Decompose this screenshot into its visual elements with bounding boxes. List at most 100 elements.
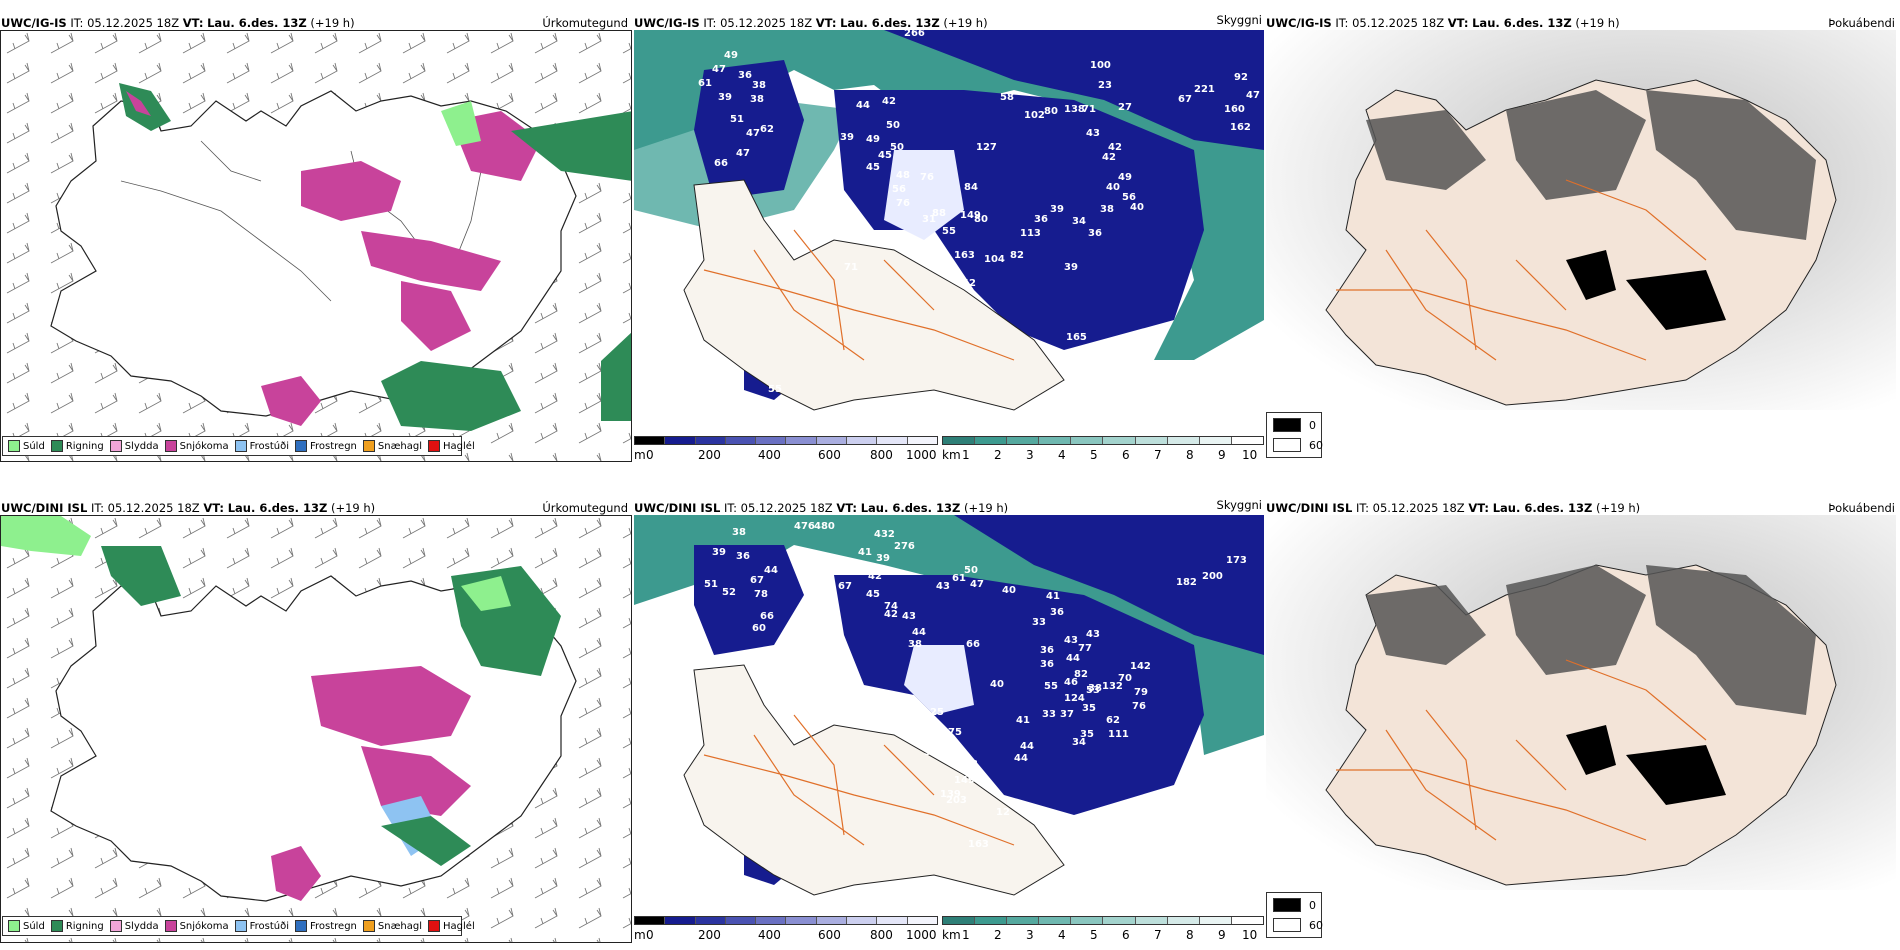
cloud-base-label: 41 [858,547,872,558]
snow-area-nw [126,91,151,116]
cloud-base-label: 38 [750,94,764,105]
cloud-base-label: 49 [724,50,738,61]
snow-area-center [311,666,471,746]
cloud-base-label: 42 [962,278,976,289]
cloud-base-label: 39 [712,547,726,558]
legend-swatch [109,920,122,932]
visibility-tick: 9 [1218,928,1226,942]
cloud-base-label: 75 [948,727,962,738]
cloud-base-east [834,575,1204,815]
cloud-base-label: 79 [1134,687,1148,698]
legend-swatch [164,920,177,932]
cloud-base-label: 82 [1074,669,1088,680]
fog-dense-areas [1566,250,1726,330]
cloud-base-north [954,515,1264,655]
cloud-base-label: 51 [730,114,744,125]
cloud-base-label: 61 [952,573,966,584]
precip-areas [1,516,561,901]
cloud-base-label: 39 [1064,262,1078,273]
cloudbase-tick: 1000 [906,928,937,942]
legend-item: Haglél [428,920,475,932]
legend-item: Frostúði [234,920,289,932]
cloud-base-label: 46 [1064,677,1078,688]
cloud-base-label: 43 [936,581,950,592]
row2-visibility-colorbar: km 1 2 3 4 5 6 7 8 9 10 [942,916,1264,942]
cloud-base-label: 49 [866,134,880,145]
cloud-base-label: 41 [1046,591,1060,602]
legend-swatch [164,440,177,452]
fog-legend-low: 60 [1309,438,1323,452]
rain-area-south [381,816,471,866]
snow-area-south-coast [271,846,321,901]
cloudbase-tick: 800 [870,448,893,462]
rain-area-sse [381,361,521,431]
cloud-base-label: 88 [932,208,946,219]
cloud-base-label: 71 [844,262,858,273]
cloud-base-label: 45 [866,589,880,600]
cloud-base-label: 163 [954,250,975,261]
cloud-base-label: 276 [894,541,915,552]
row1-fog-legend: 0 60 [1266,412,1323,458]
cloud-base-label: 47 [736,148,750,159]
cloud-base-label: 38 [732,527,746,538]
cloud-base-label: 76 [896,198,910,209]
drizzle-area-ne [461,576,511,611]
visibility-tick: 2 [994,928,1002,942]
visibility-unit: km [942,448,961,462]
cloud-base-label: 76 [920,172,934,183]
row2-precip-header: UWC/DINI ISL IT: 05.12.2025 18Z VT: Lau.… [1,501,376,515]
cloud-base-label: 34 [1072,737,1086,748]
cloudbase-tick: 800 [870,928,893,942]
cloud-base-label: 36 [1088,228,1102,239]
cloud-base-label: 31 [922,214,936,225]
cloud-base-label: 52 [722,587,736,598]
cloud-base-label: 71 [1082,104,1096,115]
legend-swatch [234,440,247,452]
cloud-base-label: 113 [1020,228,1041,239]
legend-item: Súld [8,920,45,932]
visibility-tick: 7 [1154,448,1162,462]
cloud-base-label: 61 [698,78,712,89]
cloud-base-label: 44 [912,627,926,638]
legend-item: Snjókoma [164,920,229,932]
cloud-base-label: 49 [1118,172,1132,183]
land-clear [683,179,1065,411]
cloud-base-label: 77 [1078,643,1092,654]
visibility-tick: 4 [1058,928,1066,942]
cloud-base-label: 36 [1050,607,1064,618]
snow-area-east [361,231,501,291]
cloud-base-label: 47 [746,128,760,139]
cloudbase-tick: 600 [818,928,841,942]
row2-precip-map [0,515,632,943]
cloud-base-label: 67 [1178,94,1192,105]
legend-item: Snjókoma [164,440,229,452]
visibility-tick: 5 [1090,448,1098,462]
rain-area-east [511,111,631,181]
cloud-base-north [884,30,1264,150]
legend-item: Frostúði [234,440,289,452]
visibility-tick: 3 [1026,448,1034,462]
row1-fog-header: UWC/IG-IS IT: 05.12.2025 18Z VT: Lau. 6.… [1266,16,1620,30]
cloud-base-label: 100 [1090,60,1111,71]
legend-swatch [295,920,307,932]
cloud-base-label: 78 [754,589,768,600]
cloud-base-label: 70 [1118,673,1132,684]
iceland-outline [50,575,577,902]
rivers [120,140,482,302]
fog-high-areas [1366,90,1816,240]
legend-swatch [234,920,247,932]
legend-item: Slydda [109,920,159,932]
cloud-base-label: 60 [752,623,766,634]
cloud-base-label: 476 [794,521,815,532]
cloud-base-label: 47 [970,579,984,590]
cloud-base-label: 42 [868,571,882,582]
fog-legend-high: 0 [1309,418,1316,432]
cloud-base-label: 62 [760,124,774,135]
fog-legend-low: 60 [1309,918,1323,932]
snow-area-south-coast [261,376,321,426]
cloud-base-westfjords [694,545,804,655]
cloud-base-label: 40 [1106,182,1120,193]
legend-swatch [362,920,375,932]
cloud-base-label: 36 [736,551,750,562]
cloudbase-tick: 200 [698,928,721,942]
